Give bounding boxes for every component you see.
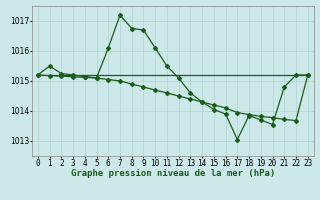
X-axis label: Graphe pression niveau de la mer (hPa): Graphe pression niveau de la mer (hPa) — [71, 169, 275, 178]
